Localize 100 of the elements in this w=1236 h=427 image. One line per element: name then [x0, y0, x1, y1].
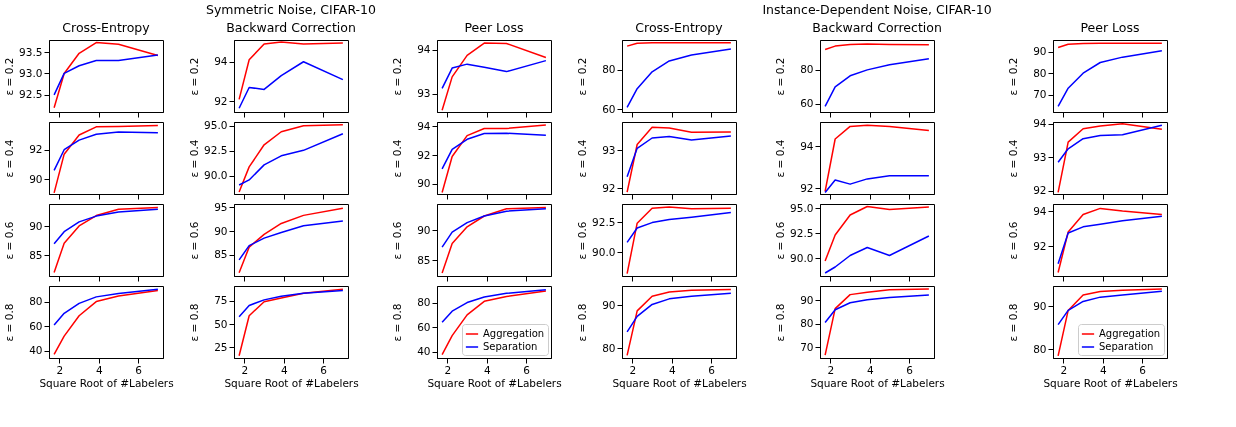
- y-tick-label: 94: [417, 43, 431, 56]
- y-tick-label: 80: [800, 63, 814, 76]
- line-series: [824, 235, 930, 274]
- y-tick-label: 60: [602, 102, 616, 115]
- y-tick-label: 94: [417, 119, 431, 132]
- line-series: [53, 288, 159, 326]
- line-series: [1057, 124, 1163, 163]
- chart-title: Backward Correction: [226, 20, 356, 35]
- line-series: [238, 207, 344, 274]
- x-tick-label: 6: [135, 363, 143, 376]
- line-series: [1057, 207, 1163, 274]
- x-tick-label: 2: [827, 363, 835, 376]
- y-axis-title: ε = 0.6: [390, 221, 403, 260]
- line-series: [626, 206, 732, 275]
- y-axis-title: ε = 0.4: [1006, 139, 1019, 178]
- y-tick-label: 90.0: [592, 245, 616, 258]
- y-tick-label: 90.0: [204, 169, 228, 182]
- y-axis-title: ε = 0.6: [187, 221, 200, 260]
- y-axis-title: ε = 0.2: [575, 57, 588, 96]
- y-axis-title: ε = 0.4: [187, 139, 200, 178]
- legend-label: Separation: [1099, 341, 1154, 352]
- y-tick-label: 85: [214, 248, 228, 261]
- x-axis-title: Square Root of #Labelers: [810, 377, 945, 389]
- y-tick-label: 40: [29, 344, 43, 357]
- y-tick-label: 94: [800, 139, 814, 152]
- y-tick-label: 90: [800, 293, 814, 306]
- legend-label: Aggregation: [483, 328, 545, 339]
- line-series: [1057, 215, 1163, 265]
- y-axis-title: ε = 0.8: [390, 303, 403, 342]
- y-tick-label: 80: [29, 295, 43, 308]
- x-tick-label: 6: [708, 363, 716, 376]
- y-tick-label: 93: [602, 143, 616, 156]
- y-tick-label: 60: [800, 97, 814, 110]
- y-axis-title: ε = 0.2: [2, 57, 15, 96]
- line-series: [441, 42, 547, 111]
- y-tick-label: 50: [214, 317, 228, 330]
- y-axis-title: ε = 0.6: [575, 221, 588, 260]
- line-series: [53, 208, 159, 245]
- text: Symmetric Noise, CIFAR-10: [206, 2, 377, 17]
- line-series: [626, 48, 732, 109]
- y-tick-label: 90: [1033, 299, 1047, 312]
- line-series: [441, 288, 547, 323]
- x-tick-label: 2: [629, 363, 637, 376]
- y-tick-label: 94: [1033, 117, 1047, 130]
- y-tick-label: 95: [214, 200, 228, 213]
- y-tick-label: 90: [29, 219, 43, 232]
- line-series: [238, 288, 344, 357]
- y-tick-label: 95.0: [790, 201, 814, 214]
- x-axis-title: Square Root of #Labelers: [427, 377, 562, 389]
- y-tick-label: 90: [29, 172, 43, 185]
- legend-label: Aggregation: [1099, 328, 1161, 339]
- chart-title: Cross-Entropy: [62, 20, 151, 35]
- x-tick-label: 4: [866, 363, 874, 376]
- x-tick-label: 4: [280, 363, 288, 376]
- line-series: [626, 211, 732, 244]
- line-series: [1057, 49, 1163, 108]
- y-axis-title: ε = 0.6: [1006, 221, 1019, 260]
- text: Instance-Dependent Noise, CIFAR-10: [762, 2, 992, 17]
- y-tick-label: 40: [417, 345, 431, 358]
- line-series: [238, 61, 344, 109]
- x-axis-title: Square Root of #Labelers: [1043, 377, 1178, 389]
- x-tick-label: 2: [241, 363, 249, 376]
- x-axis-title: Square Root of #Labelers: [224, 377, 359, 389]
- line-series: [53, 131, 159, 172]
- y-axis-title: ε = 0.2: [187, 57, 200, 96]
- line-series: [824, 294, 930, 324]
- y-tick-label: 60: [29, 319, 43, 332]
- line-series: [441, 206, 547, 274]
- line-series: [824, 58, 930, 108]
- x-axis-title: Square Root of #Labelers: [612, 377, 747, 389]
- chart-title: Backward Correction: [812, 20, 942, 35]
- y-tick-label: 92.5: [790, 226, 814, 239]
- line-series: [53, 206, 159, 274]
- y-tick-label: 90: [602, 298, 616, 311]
- y-tick-label: 85: [417, 253, 431, 266]
- y-tick-label: 80: [1033, 342, 1047, 355]
- y-tick-label: 80: [1033, 66, 1047, 79]
- line-series: [238, 41, 344, 101]
- y-tick-label: 90: [417, 223, 431, 236]
- x-tick-label: 6: [320, 363, 328, 376]
- y-tick-label: 93: [417, 87, 431, 100]
- line-series: [238, 220, 344, 261]
- x-tick-label: 2: [444, 363, 452, 376]
- line-series: [626, 126, 732, 193]
- line-series: [238, 289, 344, 318]
- y-tick-label: 75: [214, 294, 228, 307]
- x-axis-title: Square Root of #Labelers: [39, 377, 174, 389]
- y-tick-label: 80: [417, 296, 431, 309]
- legend-label: Separation: [483, 341, 538, 352]
- y-axis-title: ε = 0.8: [1006, 303, 1019, 342]
- x-tick-label: 2: [56, 363, 64, 376]
- line-series: [53, 54, 159, 96]
- x-tick-label: 6: [906, 363, 914, 376]
- y-tick-label: 90.0: [790, 251, 814, 264]
- x-tick-label: 4: [668, 363, 676, 376]
- y-tick-label: 94: [1033, 204, 1047, 217]
- line-series: [626, 288, 732, 357]
- y-axis-title: ε = 0.6: [773, 221, 786, 260]
- line-series: [824, 205, 930, 262]
- y-tick-label: 92: [29, 143, 43, 156]
